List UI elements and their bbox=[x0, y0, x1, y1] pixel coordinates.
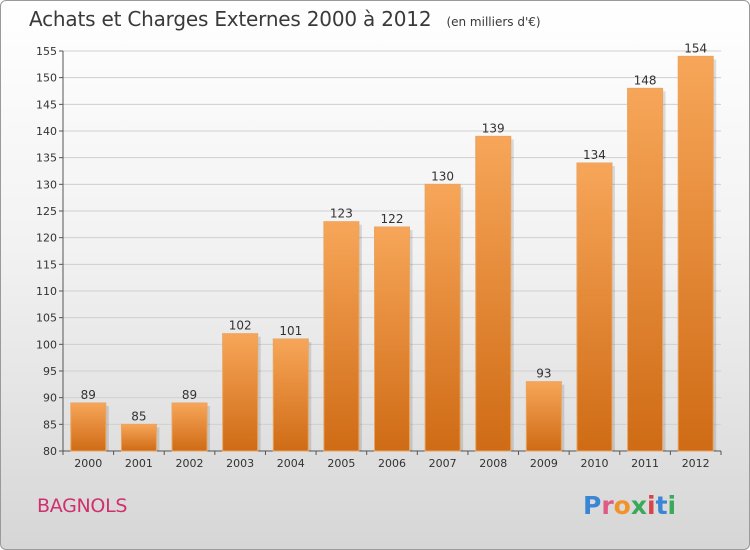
y-tick-label: 145 bbox=[36, 98, 57, 111]
data-label: 93 bbox=[536, 367, 551, 381]
bar bbox=[272, 338, 309, 452]
bar bbox=[171, 402, 208, 452]
data-label: 139 bbox=[482, 121, 505, 135]
x-tick-label: 2007 bbox=[429, 457, 457, 470]
data-label: 130 bbox=[431, 169, 454, 183]
x-tick-label: 2012 bbox=[682, 457, 710, 470]
y-tick-label: 150 bbox=[36, 72, 57, 85]
logo-letter: o bbox=[613, 491, 631, 520]
data-label: 148 bbox=[634, 73, 657, 87]
x-tick-label: 2005 bbox=[327, 457, 355, 470]
proxiti-logo: Proxiti bbox=[583, 491, 676, 520]
bar bbox=[70, 402, 107, 452]
logo-letter: x bbox=[630, 491, 647, 520]
bar bbox=[120, 423, 157, 452]
y-tick-label: 105 bbox=[36, 312, 57, 325]
bar bbox=[576, 162, 613, 452]
x-tick-label: 2004 bbox=[277, 457, 305, 470]
x-tick-label: 2002 bbox=[176, 457, 204, 470]
y-tick-label: 110 bbox=[36, 285, 57, 298]
x-tick-label: 2000 bbox=[74, 457, 102, 470]
logo-letter: i bbox=[667, 491, 677, 520]
data-label: 89 bbox=[81, 388, 96, 402]
chart-title: Achats et Charges Externes 2000 à 2012 (… bbox=[29, 7, 541, 31]
y-tick-label: 125 bbox=[36, 205, 57, 218]
data-label: 101 bbox=[279, 324, 302, 338]
data-label: 122 bbox=[381, 212, 404, 226]
x-tick-label: 2009 bbox=[530, 457, 558, 470]
y-tick-label: 100 bbox=[36, 338, 57, 351]
y-tick-label: 130 bbox=[36, 178, 57, 191]
x-tick-label: 2008 bbox=[479, 457, 507, 470]
y-tick-label: 135 bbox=[36, 152, 57, 165]
y-tick-label: 140 bbox=[36, 125, 57, 138]
chart-unit-text: (en milliers d'€) bbox=[446, 15, 541, 29]
bar bbox=[475, 135, 512, 452]
y-tick-label: 85 bbox=[43, 418, 57, 431]
y-tick-label: 155 bbox=[36, 45, 57, 58]
bar bbox=[222, 333, 259, 452]
bar bbox=[677, 55, 714, 452]
data-label: 134 bbox=[583, 148, 606, 162]
x-tick-label: 2011 bbox=[631, 457, 659, 470]
commune-name: BAGNOLS bbox=[37, 495, 128, 517]
data-label: 154 bbox=[684, 41, 707, 55]
bar bbox=[323, 221, 360, 452]
data-label: 123 bbox=[330, 207, 353, 221]
logo-letter: r bbox=[601, 491, 614, 520]
data-label: 102 bbox=[229, 319, 252, 333]
chart-title-text: Achats et Charges Externes 2000 à 2012 bbox=[29, 7, 432, 31]
bar bbox=[374, 226, 410, 452]
y-tick-label: 95 bbox=[43, 365, 57, 378]
bar bbox=[525, 381, 562, 452]
x-tick-label: 2001 bbox=[125, 457, 153, 470]
y-tick-label: 90 bbox=[43, 392, 57, 405]
y-tick-label: 80 bbox=[43, 445, 57, 458]
x-tick-label: 2006 bbox=[378, 457, 406, 470]
y-tick-label: 120 bbox=[36, 232, 57, 245]
bar bbox=[627, 87, 664, 452]
y-tick-label: 115 bbox=[36, 258, 57, 271]
data-label: 89 bbox=[182, 388, 197, 402]
logo-letter: P bbox=[583, 491, 602, 520]
x-tick-label: 2003 bbox=[226, 457, 254, 470]
x-tick-label: 2010 bbox=[580, 457, 608, 470]
logo-letter: i bbox=[647, 491, 656, 520]
bar bbox=[424, 183, 461, 452]
logo-letter: t bbox=[655, 491, 668, 520]
data-label: 85 bbox=[131, 409, 146, 423]
